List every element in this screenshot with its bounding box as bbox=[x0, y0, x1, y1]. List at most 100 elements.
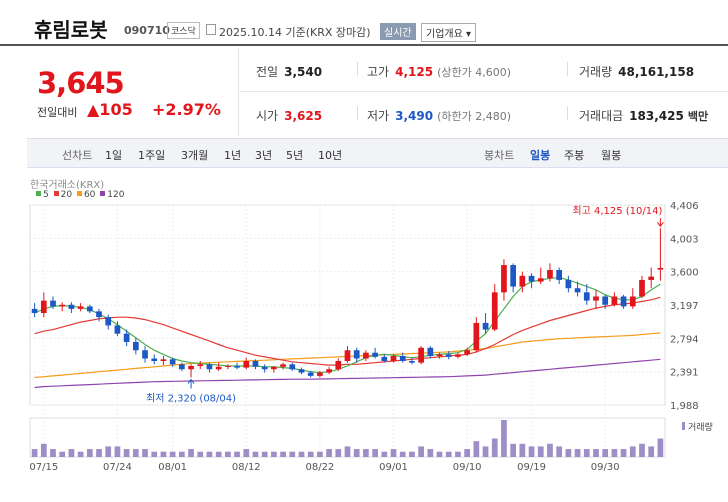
volume-bar bbox=[206, 451, 213, 457]
range-3y[interactable]: 3년 bbox=[255, 149, 273, 162]
candle-body bbox=[197, 364, 204, 366]
candle-body bbox=[611, 296, 618, 305]
high-price: 고가 4,125 (상한가 4,600) bbox=[367, 65, 511, 79]
volume-bar bbox=[390, 449, 397, 457]
x-tick-label: 08/12 bbox=[232, 462, 261, 473]
candle-body bbox=[215, 366, 222, 370]
high-arrow-icon bbox=[656, 218, 664, 228]
candle-body bbox=[491, 292, 498, 330]
candle-monthly[interactable]: 월봉 bbox=[601, 149, 622, 162]
candle-body bbox=[602, 296, 609, 305]
ma120-line bbox=[34, 358, 661, 389]
candle-body bbox=[574, 288, 581, 293]
candle-body bbox=[188, 365, 194, 370]
volume-bar bbox=[574, 449, 581, 457]
candle-body bbox=[40, 300, 47, 314]
trade-amount: 거래대금 183,425 백만 bbox=[579, 109, 709, 123]
range-5y[interactable]: 5년 bbox=[286, 149, 304, 162]
volume-bar bbox=[96, 449, 102, 457]
volume-bar bbox=[252, 451, 259, 457]
candle-body bbox=[363, 352, 369, 359]
candle-daily[interactable]: 일봉 bbox=[530, 149, 551, 162]
candle-body bbox=[583, 292, 590, 301]
stats-row-2: 시가 3,625 저가 3,490 (하한가 2,480) 거래대금 183,425 백만 bbox=[240, 92, 728, 136]
y-tick-label: 2,794 bbox=[670, 334, 699, 345]
market-badge: 코스닥 bbox=[167, 22, 200, 39]
open-price: 시가 3,625 bbox=[256, 109, 323, 123]
candle-chart-label: 봉차트 bbox=[484, 149, 515, 162]
volume-bar bbox=[381, 451, 388, 457]
x-tick-label: 08/22 bbox=[305, 462, 334, 473]
line-chart-label: 선차트 bbox=[62, 149, 93, 162]
volume-bar bbox=[59, 451, 66, 457]
candle-body bbox=[381, 356, 388, 361]
range-1w[interactable]: 1주일 bbox=[138, 149, 166, 162]
ma5-swatch bbox=[36, 191, 41, 196]
volume-bar bbox=[105, 446, 112, 457]
x-tick-label: 09/19 bbox=[517, 462, 546, 473]
volume-bar bbox=[501, 420, 507, 457]
volume-bar bbox=[326, 449, 332, 457]
volume-bar bbox=[602, 449, 609, 457]
data-source: 한국거래소(KRX) bbox=[30, 180, 105, 191]
volume-swatch bbox=[682, 422, 685, 430]
x-tick-label: 09/30 bbox=[591, 462, 620, 473]
realtime-button[interactable]: 실시간 bbox=[380, 23, 416, 40]
range-10y[interactable]: 10년 bbox=[318, 149, 343, 162]
candle-body bbox=[390, 356, 397, 361]
candle-body bbox=[50, 300, 56, 307]
candle-body bbox=[326, 369, 332, 373]
company-overview-button[interactable]: 기업개요 ▾ bbox=[421, 23, 476, 42]
volume-bar bbox=[234, 451, 240, 457]
divider bbox=[567, 106, 568, 120]
candle-body bbox=[114, 325, 121, 334]
volume-bar bbox=[445, 451, 452, 457]
volume-bar bbox=[363, 449, 369, 457]
candle-body bbox=[657, 267, 664, 270]
x-tick-label: 09/10 bbox=[453, 462, 482, 473]
stock-code: 090710 bbox=[124, 24, 170, 37]
volume-bar bbox=[77, 451, 84, 457]
price-change: ▲105 bbox=[87, 100, 133, 119]
volume-bar bbox=[418, 446, 424, 457]
range-1y[interactable]: 1년 bbox=[224, 149, 242, 162]
candle-body bbox=[243, 360, 250, 368]
candle-body bbox=[68, 304, 75, 309]
ma120-swatch bbox=[100, 191, 106, 196]
candle-body bbox=[639, 279, 645, 297]
range-1d[interactable]: 1일 bbox=[105, 149, 123, 162]
volume-bar bbox=[197, 451, 204, 457]
volume-bar bbox=[335, 449, 342, 457]
candle-body bbox=[261, 366, 268, 370]
volume-bar bbox=[510, 443, 517, 457]
volume-bar bbox=[565, 449, 572, 457]
candle-body bbox=[31, 308, 38, 314]
candle-body bbox=[206, 364, 213, 370]
volume-bar bbox=[611, 449, 618, 457]
candle-body bbox=[178, 364, 185, 370]
candle-body bbox=[353, 350, 360, 359]
candle-body bbox=[409, 360, 415, 363]
low-annotation: 최저 2,320 (08/04) bbox=[146, 393, 236, 405]
y-tick-label: 3,600 bbox=[670, 268, 699, 279]
volume-bar bbox=[178, 451, 185, 457]
range-3m[interactable]: 3개월 bbox=[181, 149, 209, 162]
candle-body bbox=[123, 333, 130, 342]
volume-bar bbox=[243, 449, 250, 457]
candle-weekly[interactable]: 주봉 bbox=[564, 149, 585, 162]
volume-bar bbox=[307, 451, 314, 457]
volume-bar bbox=[399, 451, 406, 457]
volume-label: 거래량 bbox=[688, 421, 713, 433]
candle-body bbox=[225, 365, 231, 367]
volume-bar bbox=[114, 446, 121, 457]
candle-body bbox=[482, 322, 489, 330]
volume-bar bbox=[427, 449, 434, 457]
divider bbox=[357, 62, 358, 76]
prev-close: 전일 3,540 bbox=[256, 65, 323, 79]
stats-row-1: 전일 3,540 고가 4,125 (상한가 4,600) 거래량 48,161,158 bbox=[240, 48, 728, 92]
calendar-icon bbox=[206, 24, 216, 35]
current-price: 3,645 bbox=[37, 66, 125, 100]
candle-body bbox=[445, 354, 452, 357]
volume-bar bbox=[344, 446, 351, 457]
